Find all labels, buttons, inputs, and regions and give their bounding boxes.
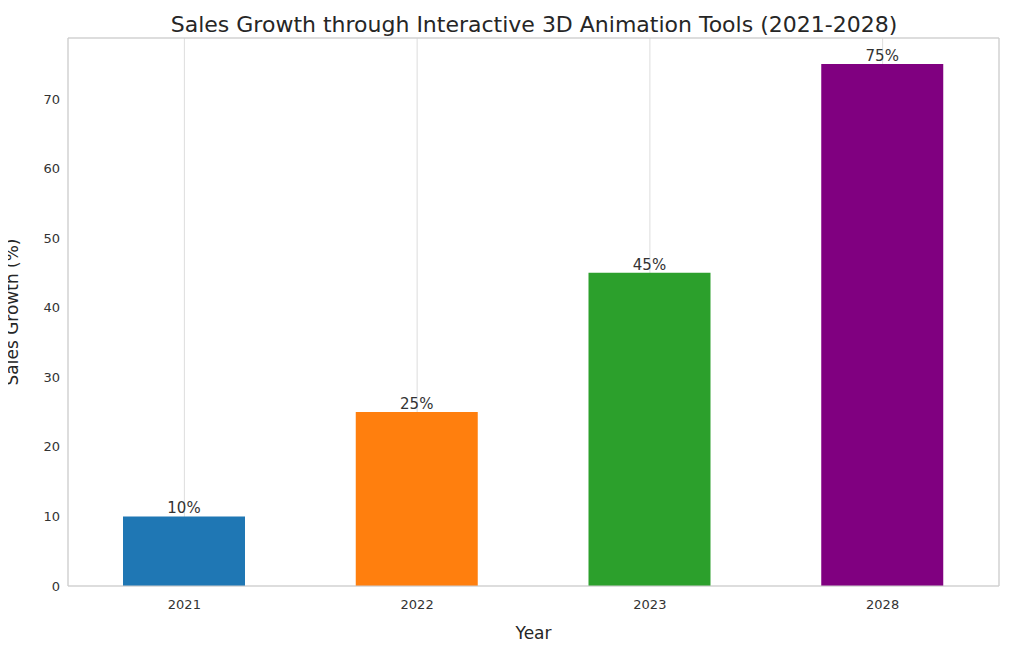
svg-text:10%: 10%	[167, 499, 200, 517]
svg-text:10: 10	[43, 509, 60, 524]
svg-text:25%: 25%	[400, 395, 433, 413]
svg-text:2023: 2023	[633, 597, 666, 612]
svg-text:2021: 2021	[168, 597, 201, 612]
html-text:Sales Growth through Interacti: Sales Growth through Interactive 3D Anim…	[170, 12, 898, 37]
svg-text:0: 0	[52, 579, 60, 594]
svg-text:30: 30	[43, 370, 60, 385]
svg-text:70: 70	[43, 92, 60, 107]
svg-text:2028: 2028	[866, 597, 899, 612]
svg-text:50: 50	[43, 231, 60, 246]
svg-text:Year: Year	[515, 623, 552, 641]
svg-text:2022: 2022	[401, 597, 434, 612]
svg-text:40: 40	[43, 300, 60, 315]
svg-text:Sales Growth (%): Sales Growth (%)	[8, 238, 22, 385]
svg-text:75%: 75%	[866, 47, 899, 65]
svg-text:45%: 45%	[633, 256, 666, 274]
svg-text:20: 20	[43, 439, 60, 454]
svg-text:60: 60	[43, 161, 60, 176]
